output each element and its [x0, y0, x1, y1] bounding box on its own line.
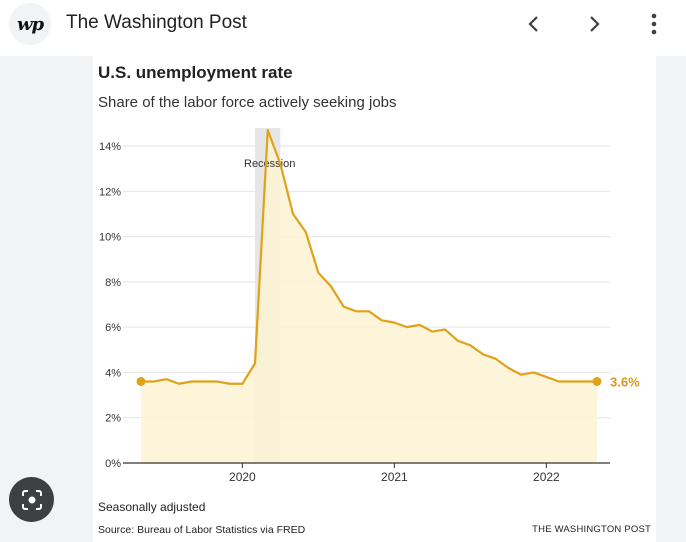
chevron-left-icon — [528, 16, 538, 32]
source-note: Source: Bureau of Labor Statistics via F… — [98, 524, 306, 536]
footnote: Seasonally adjusted — [98, 500, 206, 514]
series-line — [141, 129, 597, 385]
y-tick-label: 4% — [105, 367, 121, 379]
x-tick-label: 2022 — [533, 470, 560, 484]
unemployment-chart: 0% 2% 4% 6% 8% 10% 12% 14% Recession 2020 2021 2022… — [99, 128, 640, 484]
more-vert-icon — [651, 13, 657, 35]
x-tick-label: 2020 — [229, 470, 256, 484]
logo-text: wp — [16, 13, 44, 35]
y-tick-label: 10% — [99, 232, 121, 244]
top-bar: wp The Washington Post — [0, 0, 686, 56]
y-tick-label: 8% — [105, 277, 121, 289]
chart-card: U.S. unemployment rate Share of the labo… — [93, 56, 656, 542]
more-options-button[interactable] — [639, 9, 669, 39]
y-tick-label: 14% — [99, 141, 121, 153]
y-tick-label: 0% — [105, 458, 121, 470]
y-tick-label: 6% — [105, 322, 121, 334]
forward-button[interactable] — [579, 9, 609, 39]
y-tick-label: 12% — [99, 186, 121, 198]
lens-search-button[interactable] — [9, 477, 54, 522]
credit-line: THE WASHINGTON POST — [532, 524, 651, 535]
x-tick-label: 2021 — [381, 470, 408, 484]
chart-title: U.S. unemployment rate — [98, 63, 293, 82]
end-point — [592, 376, 602, 386]
chevron-right-icon — [590, 16, 600, 32]
lens-search-icon — [21, 489, 42, 510]
wp-logo[interactable]: wp — [9, 3, 51, 45]
start-point — [136, 376, 146, 386]
site-title: The Washington Post — [66, 12, 247, 33]
end-value-label: 3.6% — [610, 374, 640, 389]
chart-subtitle: Share of the labor force actively seekin… — [98, 94, 397, 111]
y-tick-label: 2% — [105, 413, 121, 425]
recession-label: Recession — [244, 158, 295, 170]
back-button[interactable] — [519, 9, 549, 39]
area-fill — [141, 130, 597, 463]
